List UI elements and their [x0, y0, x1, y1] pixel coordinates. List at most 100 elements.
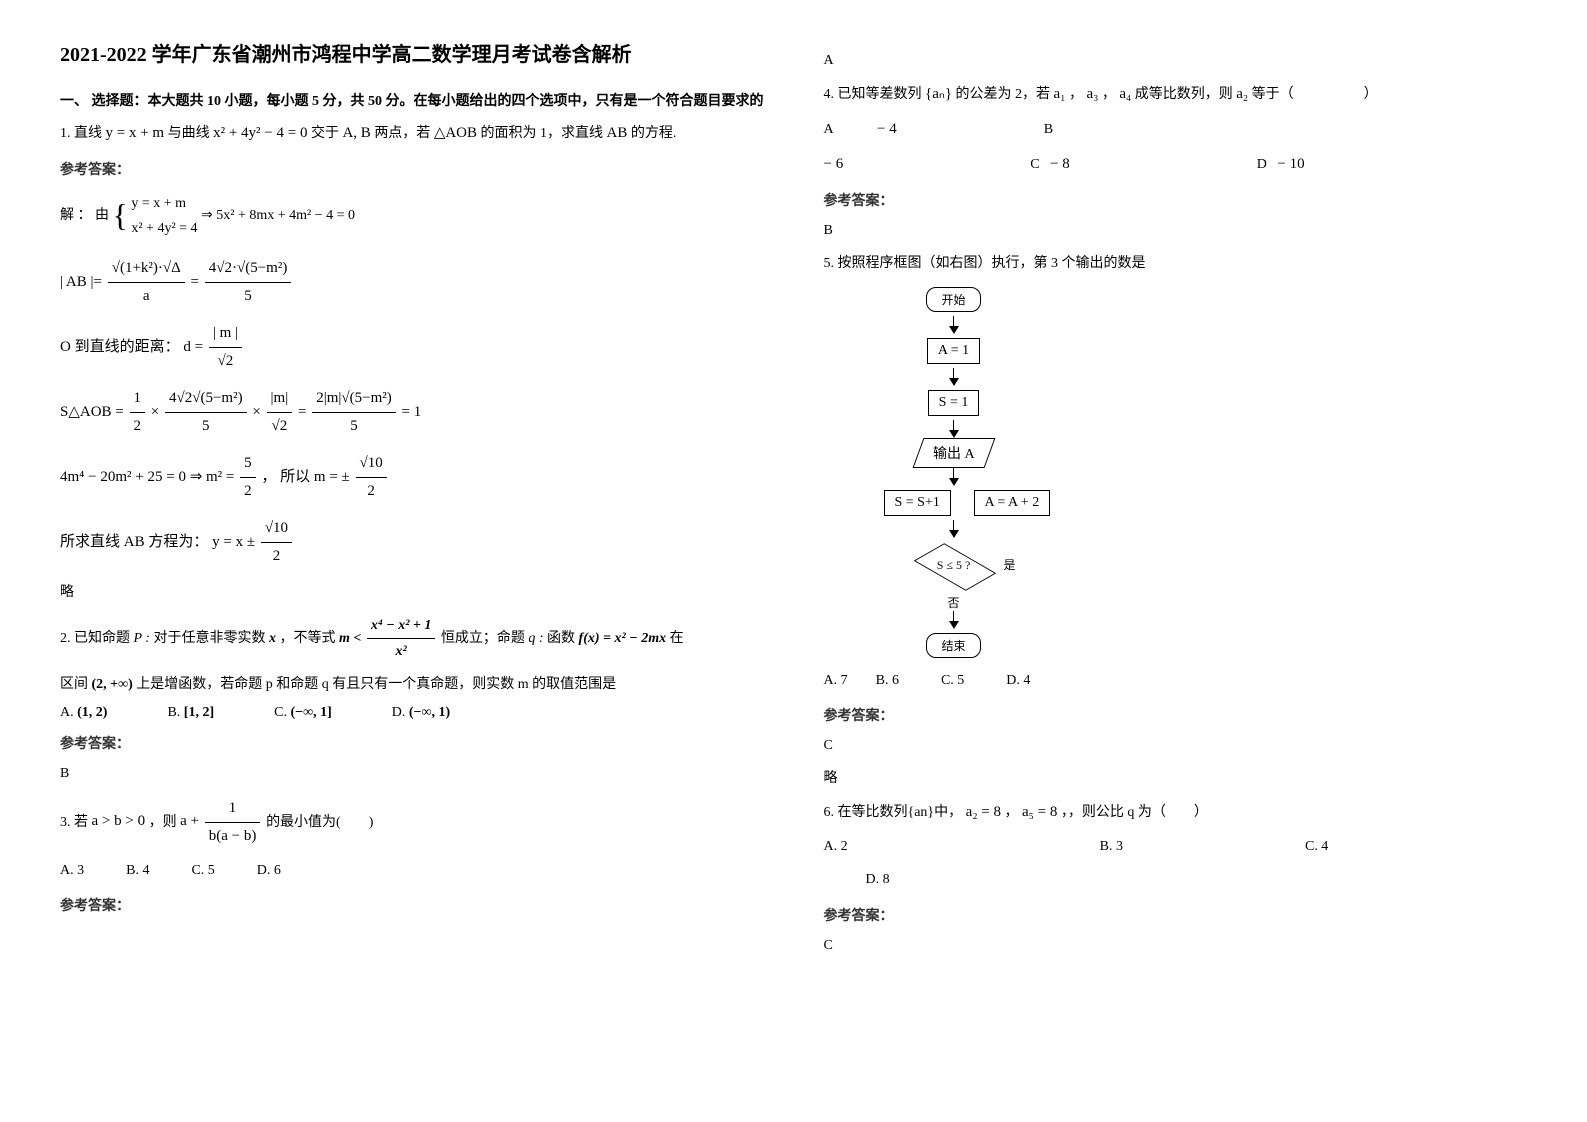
q1-answer-heading: 参考答案：: [60, 159, 764, 179]
q4-d-label: D: [1257, 157, 1267, 172]
q2-x: x: [269, 631, 276, 646]
q4-a2: a₂: [1236, 86, 1248, 102]
q1-mid2: 交于: [311, 126, 339, 141]
q1-omit: 略: [60, 580, 764, 605]
q4-a: − 4: [877, 121, 897, 137]
q1-poly: 4m⁴ − 20m² + 25 = 0 ⇒ m² = 5 2 ， 所以 m = …: [60, 450, 764, 505]
q2-c: (−∞, 1]: [290, 705, 331, 720]
flow-yes: 是: [1004, 556, 1016, 573]
q3-prefix: 3. 若: [60, 814, 88, 829]
q2-t1: 对于任意非零实数: [153, 631, 265, 646]
m-num: √10: [356, 450, 387, 478]
q2-p: P :: [134, 631, 150, 646]
q2-t5: 在: [670, 631, 684, 646]
ab-num1: √(1+k²)·√Δ: [108, 255, 185, 283]
q4-answer-heading: 参考答案：: [824, 190, 1528, 210]
q2-answer: B: [60, 761, 764, 786]
q1-ab-formula: | AB |= √(1+k²)·√Δ a = 4√2·√(5−m²) 5: [60, 255, 764, 310]
q5-omit: 略: [824, 766, 1528, 791]
q2-stem-2: 区间 (2, +∞) 上是增函数，若命题 p 和命题 q 有且只有一个真命题，则…: [60, 672, 764, 697]
q4-c: − 8: [1050, 156, 1070, 172]
q4-c2: ，: [1102, 87, 1116, 102]
flow-step-s: S = S+1: [884, 490, 951, 516]
q2-a: (1, 2): [77, 705, 107, 720]
sys-arrow: ⇒ 5x² + 8mx + 4m² − 4 = 0: [201, 208, 355, 223]
q1-curve-eq: x² + 4y² − 4 = 0: [213, 125, 307, 141]
q1-mid3: 两点，若: [374, 126, 430, 141]
dist-d: d =: [183, 339, 203, 355]
flow-output: 输出 A: [912, 438, 995, 468]
q1-sol-prefix: 解 ： 由: [60, 208, 109, 223]
q2-q: q :: [528, 631, 543, 646]
q4-a-label: A: [824, 117, 874, 142]
q2-t3: 恒成立；命题: [441, 631, 525, 646]
q4-a4: a₄: [1119, 86, 1131, 102]
q3-mid: ，则: [149, 814, 177, 829]
q1-line-eq: y = x + m: [106, 125, 165, 141]
q3-suffix: 的最小值为( ): [266, 814, 373, 829]
q2-options: A. (1, 2) B. [1, 2] C. (−∞, 1] D. (−∞, 1…: [60, 705, 764, 721]
dist-den: √2: [209, 348, 242, 375]
q6-answer-heading: 参考答案：: [824, 905, 1528, 925]
q1-dist: O 到直线的距离： d = | m | √2: [60, 320, 764, 375]
dist-prefix: O 到直线的距离：: [60, 339, 180, 355]
q2-answer-heading: 参考答案：: [60, 733, 764, 753]
s-mid: =: [298, 404, 306, 420]
q4-c1: ，: [1069, 87, 1083, 102]
s-rhs: = 1: [401, 404, 421, 420]
q2-prefix: 2. 已知命题: [60, 631, 130, 646]
ab-den1: a: [108, 283, 185, 310]
ab-num2: 4√2·√(5−m²): [205, 255, 292, 283]
section-1-heading: 一、 选择题：本大题共 10 小题，每小题 5 分，共 50 分。在每小题给出的…: [60, 90, 764, 110]
q3-stem: 3. 若 a > b > 0 ，则 a + 1 b(a − b) 的最小值为( …: [60, 795, 764, 850]
q6-stem: 6. 在等比数列{an}中， a₂ = 8 ， a₅ = 8 ，，则公比 q 为…: [824, 799, 1528, 826]
q6-prefix: 6. 在等比数列{an}中，: [824, 805, 963, 820]
q6-opts-1: A. 2 B. 3 C. 4: [824, 834, 1528, 859]
q2-fx: f(x) = x² − 2mx: [579, 631, 667, 646]
flow-init-a: A = 1: [927, 338, 980, 364]
q3-opts: A. 3 B. 4 C. 5 D. 6: [60, 858, 764, 883]
ab-lhs: | AB |=: [60, 274, 102, 290]
poly-mid: ， 所以: [261, 469, 310, 485]
q3-expr-top: a +: [180, 813, 199, 829]
left-column: 2021-2022 学年广东省潮州市鸿程中学高二数学理月考试卷含解析 一、 选择…: [60, 40, 764, 966]
q5-answer-heading: 参考答案：: [824, 705, 1528, 725]
final-num: √10: [261, 515, 292, 543]
final-prefix: 所求直线: [60, 534, 120, 550]
q2-ineq-num: x⁴ − x² + 1: [367, 613, 436, 639]
doc-title: 2021-2022 学年广东省潮州市鸿程中学高二数学理月考试卷含解析: [60, 40, 764, 70]
q2-t4: 函数: [547, 631, 575, 646]
q4-answer: B: [824, 218, 1528, 243]
flow-no: 否: [844, 594, 1064, 611]
q5-opts: A. 7 B. 6 C. 5 D. 4: [824, 668, 1528, 693]
flow-cond: S ≤ 5 ? 是: [914, 542, 994, 590]
q1-stem: 1. 直线 y = x + m 与曲线 x² + 4y² − 4 = 0 交于 …: [60, 120, 764, 147]
q2-a-label: A.: [60, 705, 74, 720]
q4-d: − 10: [1277, 156, 1304, 172]
q2-ineq-den: x²: [367, 639, 436, 664]
q6-opts-2: D. 8: [824, 867, 1528, 892]
q2-t6: 区间: [60, 677, 88, 692]
q1-mid4: 的面积为 1，求直线: [481, 126, 604, 141]
right-column: A 4. 已知等差数列 {aₙ} 的公差为 2，若 a₁ ， a₃ ， a₄ 成…: [824, 40, 1528, 966]
q2-t7: 上是增函数，若命题 p 和命题 q 有且只有一个真命题，则实数 m 的取值范围是: [136, 677, 616, 692]
q2-d: (−∞, 1): [409, 705, 450, 720]
q4-t2: 成等比数列，则: [1135, 87, 1233, 102]
q4-b: − 6: [824, 156, 844, 172]
flow-step-a: A = A + 2: [974, 490, 1051, 516]
q6-a5: a₅ = 8: [1022, 804, 1057, 820]
q3-num: 1: [205, 795, 261, 823]
q4-c-label: C: [1030, 157, 1039, 172]
q1-sol-system: 解 ： 由 { y = x + m x² + 4y² = 4 ⇒ 5x² + 8…: [60, 187, 764, 245]
q4-t3: 等于（ ）: [1252, 87, 1378, 102]
final-den: 2: [261, 543, 292, 570]
q5-answer: C: [824, 733, 1528, 758]
q2-b-label: B.: [167, 705, 180, 720]
q6-answer: C: [824, 933, 1528, 958]
q3-den: b(a − b): [205, 823, 261, 850]
q4-stem: 4. 已知等差数列 {aₙ} 的公差为 2，若 a₁ ， a₃ ， a₄ 成等比…: [824, 81, 1528, 108]
q2-b: [1, 2]: [184, 705, 214, 720]
sys-eq-1: y = x + m: [131, 191, 197, 216]
flow-init-s: S = 1: [928, 390, 980, 416]
q6-a2: a₂ = 8: [966, 804, 1001, 820]
